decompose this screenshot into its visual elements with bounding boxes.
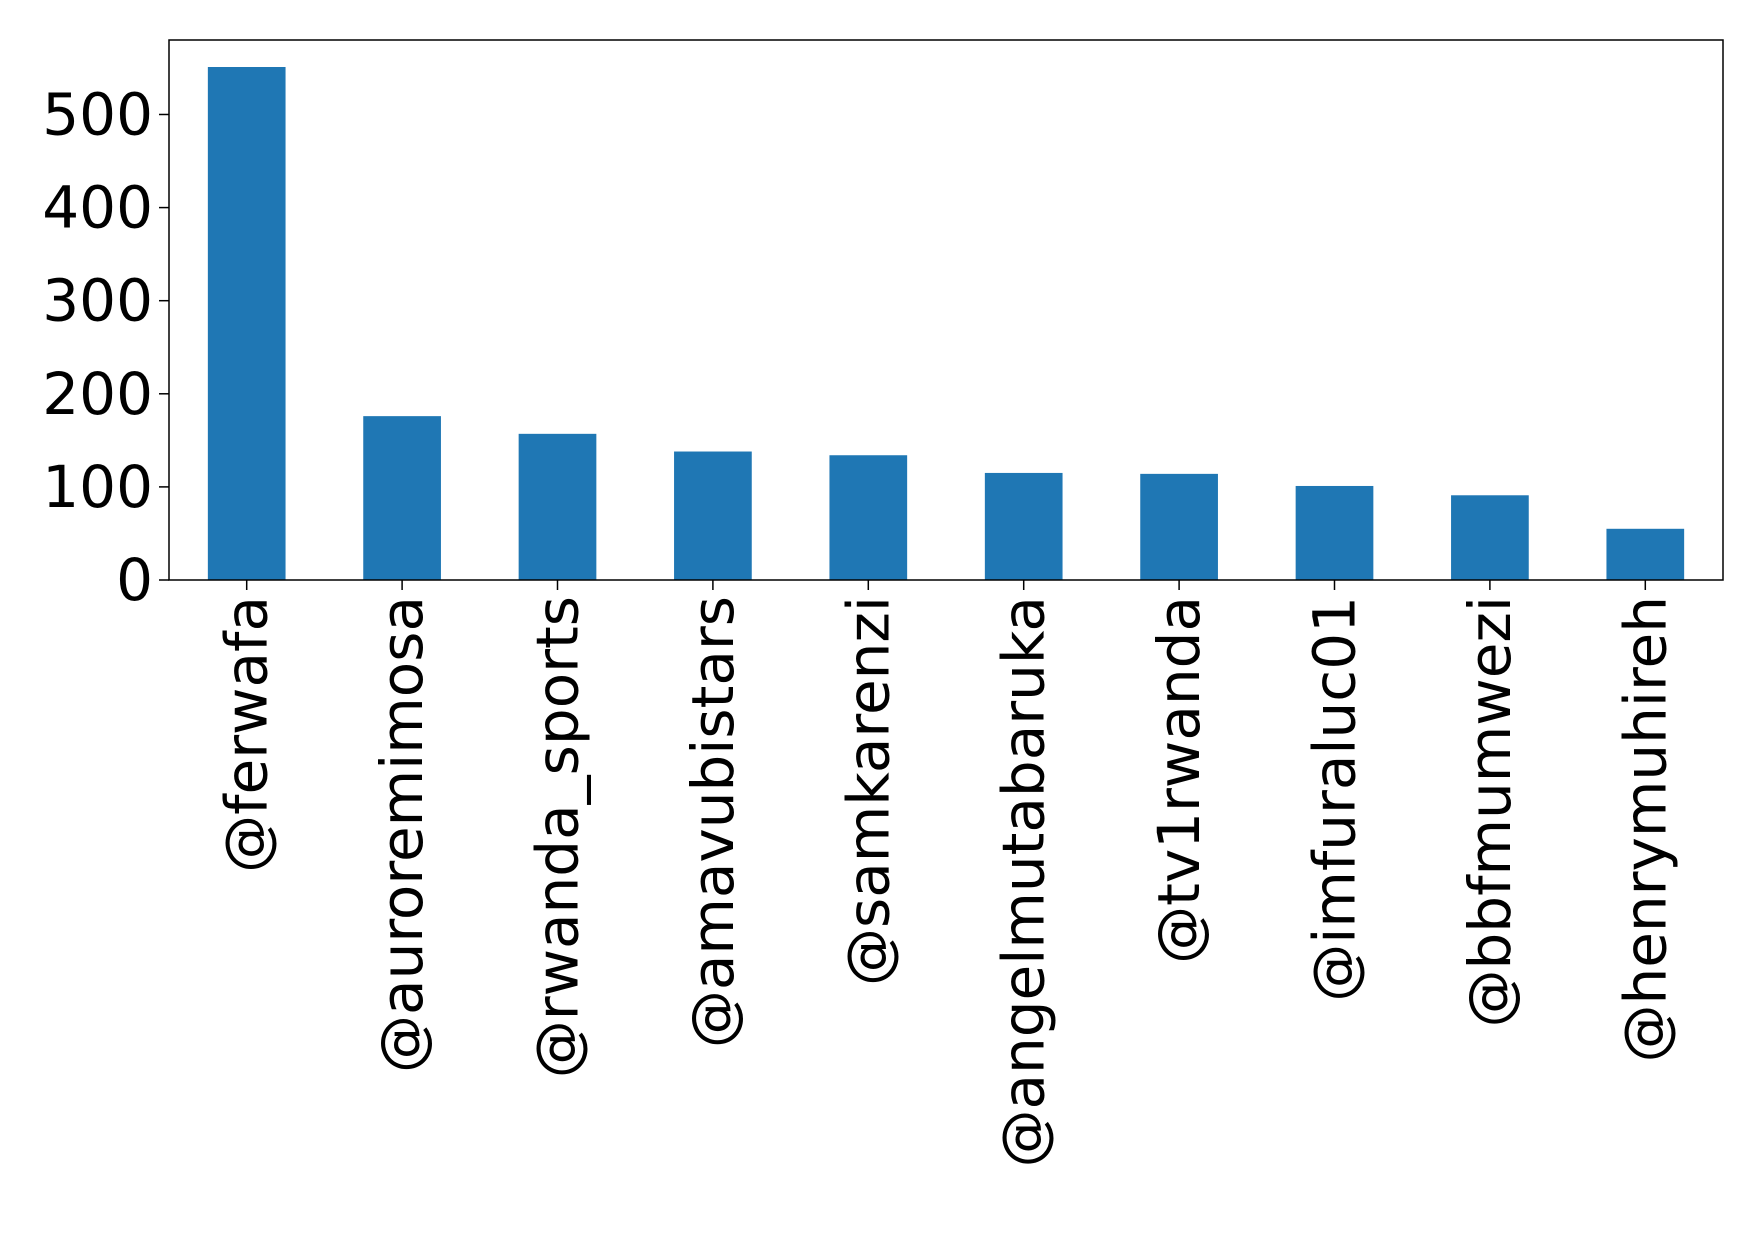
bar-samkarenzi (829, 455, 908, 580)
x-tick-label: @imfuraluc01 (1301, 596, 1369, 1002)
x-tick-label: @auroremimosa (368, 596, 436, 1073)
bar-bbfmumwezi (1451, 495, 1529, 580)
plot-area-frame (168, 39, 1724, 581)
y-tick-label: 500 (42, 80, 153, 148)
bar-imfuraluc01 (1295, 485, 1374, 580)
x-tick-label: @amavubistars (679, 596, 747, 1048)
bar-angelmutabaruka (984, 472, 1063, 580)
x-tick-label: @samkarenzi (834, 596, 902, 986)
y-tick-label: 100 (42, 453, 153, 521)
x-tick-label: @ferwafa (213, 596, 281, 873)
bar-tv1rwanda (1140, 473, 1218, 580)
x-tick-label: @rwanda_sports (524, 596, 592, 1078)
x-tick-label: @tv1rwanda (1145, 596, 1213, 964)
bar-rwanda-sports (518, 433, 597, 580)
x-axis: @ferwafa @auroremimosa @rwanda_sports @amav… (213, 580, 1679, 1168)
y-tick-label: 0 (116, 546, 153, 614)
y-axis: 0 100 200 300 400 500 (42, 80, 169, 614)
bars-layer (207, 67, 1685, 580)
x-tick-label: @henrymuhireh (1611, 596, 1679, 1063)
bar-henrymuhireh (1606, 528, 1685, 580)
y-tick-label: 400 (42, 174, 153, 242)
y-tick-label: 300 (42, 267, 153, 335)
bar-auroremimosa (363, 416, 441, 580)
bar-amavubistars (674, 451, 752, 580)
x-tick-label: @bbfmumwezi (1456, 596, 1524, 1028)
x-tick-label: @angelmutabaruka (990, 596, 1058, 1168)
y-tick-label: 200 (42, 360, 153, 428)
bar-ferwafa (207, 67, 286, 580)
